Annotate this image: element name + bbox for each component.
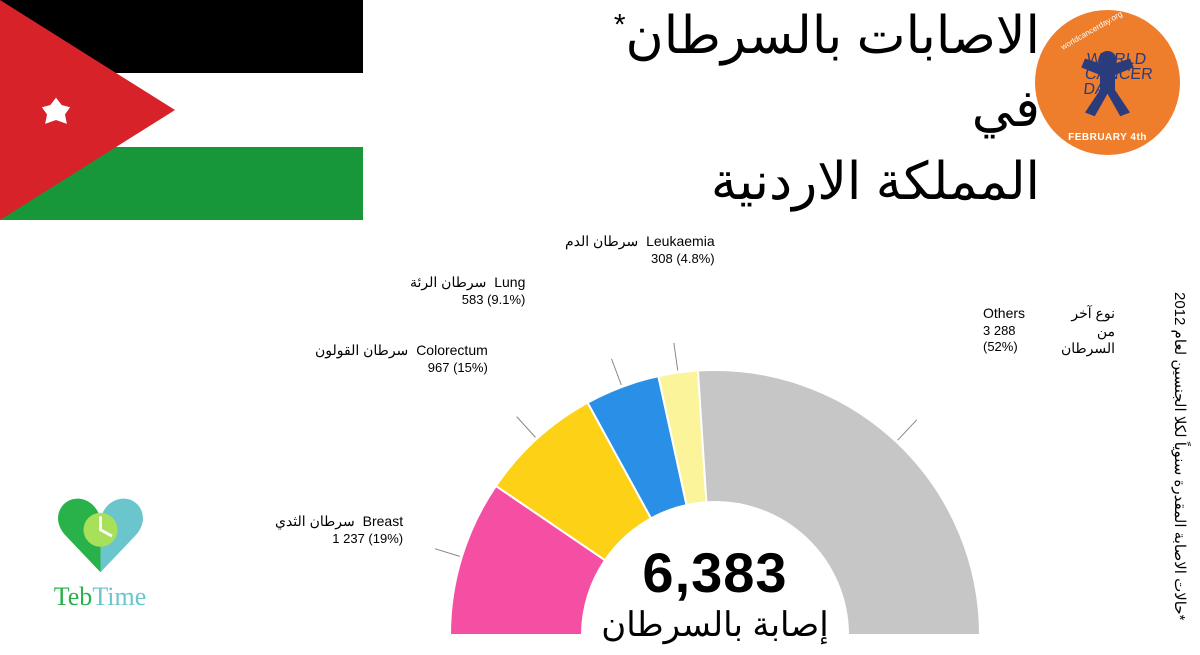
chart-center-label: 6,383 إصابة بالسرطان [601, 540, 828, 645]
footnote: *حالات الاصابة المقدرة سنوياً لكلا الجنس… [1170, 180, 1188, 620]
donut-chart: 6,383 إصابة بالسرطان سرطان الثدي Breast1… [315, 235, 1115, 655]
wcd-line-2: CANCER [1084, 67, 1153, 82]
label-others: Others3 288 (52%)نوع آخرمن السرطان [983, 305, 1115, 358]
label-lung: سرطان الرئة Lung583 (9.1%) [410, 274, 525, 308]
label-breast: سرطان الثدي Breast1 237 (19%) [275, 513, 403, 547]
brand-teb: Teb [54, 582, 93, 611]
title-line-1: الاصابات بالسرطان [626, 7, 1040, 65]
flag-triangle [0, 0, 175, 220]
page-title: الاصابات بالسرطان* في المملكة الاردنية [380, 0, 1040, 218]
tebtime-logo: TebTime [30, 492, 170, 612]
title-asterisk: * [614, 9, 626, 42]
jordan-flag [0, 0, 363, 220]
flag-star-icon [40, 95, 72, 137]
wcd-line-1: WORLD [1086, 52, 1155, 67]
title-line-3: المملكة الاردنية [380, 146, 1040, 219]
chart-center-number: 6,383 [601, 540, 828, 605]
label-colorectum: سرطان القولون Colorectum967 (15%) [315, 342, 488, 376]
title-line-2: في [380, 73, 1040, 146]
chart-center-sub: إصابة بالسرطان [601, 605, 828, 645]
wcd-date: FEBRUARY 4th [1068, 132, 1147, 143]
tebtime-brand: TebTime [30, 582, 170, 612]
brand-time: Time [92, 582, 146, 611]
world-cancer-day-badge: worldcancerday.org WORLD CANCER DAY FEBR… [1035, 10, 1180, 155]
wcd-text: WORLD CANCER DAY [1083, 52, 1155, 98]
label-leukaemia: سرطان الدم Leukaemia308 (4.8%) [565, 233, 715, 267]
heart-clock-icon [53, 492, 148, 577]
wcd-line-3: DAY [1083, 82, 1152, 97]
